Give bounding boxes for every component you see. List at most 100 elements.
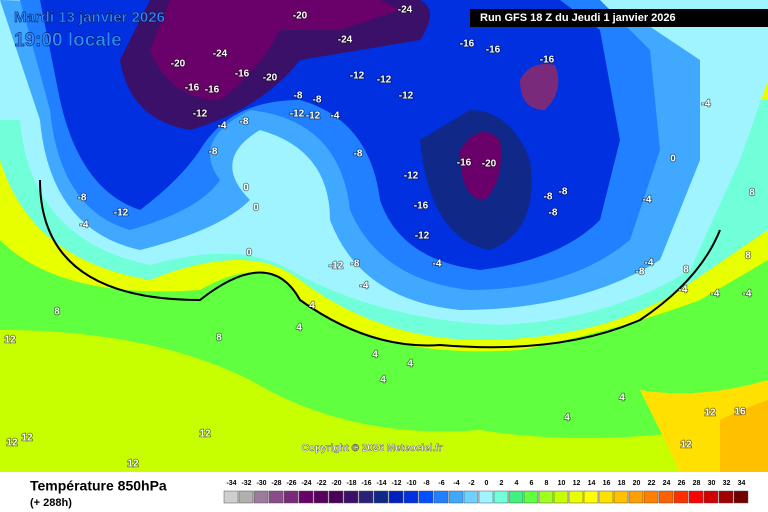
temperature-label: 12 <box>21 433 33 444</box>
scale-label: 2 <box>500 480 504 487</box>
temperature-label: -8 <box>209 147 218 158</box>
scale-swatch <box>433 490 449 504</box>
scale-swatch <box>613 490 629 504</box>
temperature-label: -12 <box>329 261 344 272</box>
scale-label: -12 <box>391 480 401 487</box>
temperature-label: 8 <box>216 333 222 344</box>
scale-swatch <box>583 490 599 504</box>
legend-title: Température 850hPa <box>30 478 167 494</box>
temperature-label: -8 <box>559 187 568 198</box>
temperature-label: -24 <box>398 5 413 16</box>
temperature-label: -4 <box>433 259 442 270</box>
temperature-label: -20 <box>263 73 278 84</box>
temperature-label: -8 <box>544 192 553 203</box>
temperature-label: -16 <box>486 45 501 56</box>
scale-swatch <box>553 490 569 504</box>
scale-label: 10 <box>558 480 566 487</box>
scale-label: -2 <box>468 480 474 487</box>
temperature-label: -4 <box>645 258 654 269</box>
temperature-label: -20 <box>482 159 497 170</box>
scale-swatch <box>478 490 494 504</box>
map-field <box>0 0 768 472</box>
scale-swatch <box>403 490 419 504</box>
temperature-label: 4 <box>296 323 302 334</box>
scale-swatch <box>298 490 314 504</box>
temperature-label: 16 <box>734 407 746 418</box>
run-banner <box>470 9 768 27</box>
legend-lead: (+ 288h) <box>30 497 72 509</box>
temperature-label: -4 <box>218 121 227 132</box>
temperature-label: 0 <box>253 203 259 214</box>
temperature-label: -12 <box>306 111 321 122</box>
temperature-label: 12 <box>680 440 692 451</box>
scale-swatch <box>688 490 704 504</box>
scale-swatch <box>223 490 239 504</box>
scale-label: 32 <box>723 480 731 487</box>
scale-label: 18 <box>618 480 626 487</box>
scale-label: -24 <box>301 480 311 487</box>
scale-swatch <box>253 490 269 504</box>
scale-label: 24 <box>663 480 671 487</box>
temperature-label: -8 <box>313 95 322 106</box>
temperature-label: 4 <box>309 301 315 312</box>
scale-label: 14 <box>588 480 596 487</box>
scale-label: 16 <box>603 480 611 487</box>
temperature-label: 0 <box>246 248 252 259</box>
scale-swatch <box>373 490 389 504</box>
scale-label: 26 <box>678 480 686 487</box>
temperature-label: 8 <box>683 265 689 276</box>
temperature-label: 4 <box>372 350 378 361</box>
map-labels: -20-24-20-24-16-20-24-16-16-12-16-16-16-… <box>4 4 756 471</box>
scale-swatch <box>523 490 539 504</box>
temperature-label: -12 <box>350 71 365 82</box>
temperature-label: -12 <box>404 171 419 182</box>
temperature-label: -16 <box>414 201 429 212</box>
scale-swatch <box>388 490 404 504</box>
scale-swatch <box>568 490 584 504</box>
scale-swatch <box>238 490 254 504</box>
scale-label: -30 <box>256 480 266 487</box>
temperature-label: -8 <box>636 267 645 278</box>
scale-label: 30 <box>708 480 716 487</box>
temperature-label: 8 <box>745 251 751 262</box>
scale-label: -28 <box>271 480 281 487</box>
temperature-label: -8 <box>78 193 87 204</box>
temperature-label: 4 <box>564 413 570 424</box>
scale-swatch <box>463 490 479 504</box>
temperature-label: 0 <box>243 183 249 194</box>
temperature-label: -12 <box>193 109 208 120</box>
temperature-label: 4 <box>380 375 386 386</box>
scale-label: 4 <box>515 480 519 487</box>
scale-swatch <box>358 490 374 504</box>
temperature-label: 12 <box>4 335 16 346</box>
temperature-label: -12 <box>377 75 392 86</box>
temperature-label: -20 <box>293 11 308 22</box>
scale-swatch <box>628 490 644 504</box>
scale-label: -20 <box>331 480 341 487</box>
scale-label: 28 <box>693 480 701 487</box>
scale-label: -26 <box>286 480 296 487</box>
scale-swatch <box>328 490 344 504</box>
temperature-label: -24 <box>213 49 228 60</box>
scale-swatch <box>343 490 359 504</box>
temperature-label: -16 <box>457 158 472 169</box>
temperature-label: -16 <box>460 39 475 50</box>
temperature-label: 12 <box>6 438 18 449</box>
temperature-label: -8 <box>351 259 360 270</box>
temperature-label: -20 <box>171 59 186 70</box>
temperature-label: 8 <box>54 307 60 318</box>
scale-label: -10 <box>406 480 416 487</box>
temperature-label: -4 <box>643 195 652 206</box>
scale-swatch <box>658 490 674 504</box>
temperature-label: -4 <box>679 285 688 296</box>
temperature-label: -4 <box>743 289 752 300</box>
temperature-label: -8 <box>240 117 249 128</box>
temperature-label: -4 <box>702 99 711 110</box>
temperature-label: -16 <box>185 83 200 94</box>
temperature-label: -16 <box>235 69 250 80</box>
scale-label: -6 <box>438 480 444 487</box>
scale-swatch <box>643 490 659 504</box>
scale-swatch <box>268 490 284 504</box>
scale-swatch <box>598 490 614 504</box>
color-scale: -34 -32 -30 -28 -26 -24 -22 -20 -18 -16 -14 -12 -10-… <box>223 480 749 504</box>
